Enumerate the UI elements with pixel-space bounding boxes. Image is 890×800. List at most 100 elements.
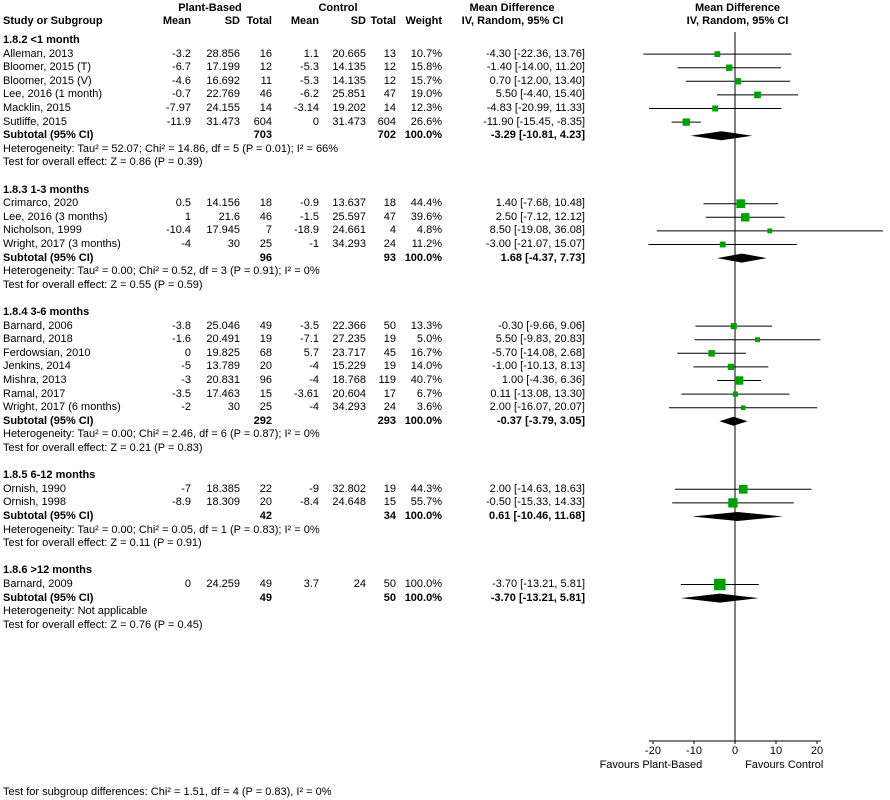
study-weight: 11.2% [411, 238, 442, 250]
pb-mean: 0.5 [175, 197, 191, 210]
col-header-study: Study or Subgroup [3, 15, 103, 27]
study-ci-text: 2.00 [-16.07, 20.07] [489, 401, 585, 414]
c-total: 19 [383, 360, 396, 373]
col-header-c-sd: SD [350, 15, 366, 27]
subtotal-pb-total: 96 [259, 251, 272, 264]
pb-mean: -4.6 [172, 74, 191, 87]
pb-sd: 24.155 [206, 102, 240, 114]
c-total: 4 [389, 224, 396, 237]
subtotal-diamond [690, 131, 753, 141]
study-ci-text: 2.50 [-7.12, 12.12] [495, 210, 585, 223]
c-total: 18 [383, 197, 396, 210]
c-sd: 25.851 [332, 88, 366, 101]
col-header-ci-plot: IV, Random, 95% CI [686, 15, 789, 27]
c-total: 50 [383, 319, 396, 332]
pb-sd: 16.692 [206, 74, 240, 87]
c-mean: 5.7 [303, 346, 319, 359]
c-mean: -3.5 [300, 319, 319, 332]
c-sd: 25.597 [332, 210, 366, 223]
pb-sd: 20.491 [206, 333, 240, 346]
c-sd: 15.229 [332, 360, 366, 373]
c-mean: -7.1 [300, 333, 319, 346]
pb-total: 20 [259, 360, 272, 373]
pb-sd: 19.825 [206, 346, 240, 359]
subtotal-pb-total: 42 [259, 510, 272, 522]
study-name: Macklin, 2015 [3, 102, 71, 114]
overall-effect-text: Test for overall effect: Z = 0.86 (P = 0… [3, 156, 203, 169]
c-total: 45 [383, 346, 396, 359]
pb-total: 46 [259, 88, 272, 101]
study-weight: 39.6% [410, 210, 442, 223]
study-marker [736, 199, 746, 209]
pb-sd: 17.945 [206, 224, 240, 237]
subtotal-pb-total: 703 [253, 129, 272, 142]
heterogeneity-text: Heterogeneity: Tau² = 0.00; Chi² = 0.52,… [3, 265, 320, 278]
pb-mean: -3 [181, 374, 191, 386]
pb-mean: -6.7 [172, 61, 191, 74]
c-mean: -5.3 [300, 61, 319, 74]
study-name: Bloomer, 2015 (V) [3, 74, 92, 87]
c-mean: -3.61 [293, 387, 319, 400]
pb-mean: -3.8 [172, 319, 191, 332]
study-marker [734, 376, 744, 385]
pb-total: 49 [259, 578, 272, 590]
c-mean: -1.5 [300, 210, 319, 223]
study-ci-text: -0.50 [-15.33, 14.33] [485, 496, 585, 509]
subtotal-weight: 100.0% [404, 591, 442, 604]
pb-total: 15 [259, 387, 272, 400]
pb-mean: -4 [181, 238, 191, 250]
study-marker [727, 363, 734, 370]
study-marker [728, 498, 738, 508]
c-total: 14 [383, 102, 396, 114]
heterogeneity-text: Heterogeneity: Tau² = 0.00; Chi² = 2.46,… [3, 428, 320, 441]
c-total: 24 [383, 401, 396, 414]
c-mean: -9 [309, 482, 319, 495]
c-mean: 3.7 [303, 578, 319, 590]
pb-total: 12 [259, 61, 272, 74]
pb-total: 18 [259, 197, 272, 210]
subgroup-label: 1.8.6 >12 months [3, 564, 92, 577]
pb-sd: 31.473 [206, 115, 240, 128]
c-total: 15 [383, 496, 396, 509]
study-marker [726, 64, 733, 71]
study-ci-text: 0.11 [-13.08, 13.30] [490, 387, 585, 400]
study-name: Barnard, 2018 [3, 333, 73, 346]
study-name: Lee, 2016 (1 month) [3, 88, 103, 101]
study-weight: 13.3% [410, 319, 442, 332]
study-weight: 5.0% [416, 333, 442, 346]
pb-sd: 17.463 [206, 387, 240, 400]
subtotal-ci-text: -3.70 [-13.21, 5.81] [490, 591, 585, 604]
pb-total: 96 [259, 374, 272, 386]
pb-mean: -1.6 [172, 333, 191, 346]
pb-total: 25 [259, 401, 272, 414]
c-mean: -1 [309, 238, 319, 250]
study-ci-text: 1.40 [-7.68, 10.48] [495, 197, 585, 210]
pb-total: 19 [259, 333, 272, 346]
col-header-pb-mean: Mean [162, 15, 191, 27]
control-group-header: Control [318, 2, 358, 14]
study-marker [682, 118, 690, 126]
study-ci-text: -4.30 [-22.36, 13.76] [485, 47, 585, 60]
pb-mean: 0 [184, 346, 191, 359]
c-sd: 31.473 [332, 115, 366, 128]
pb-total: 68 [259, 346, 272, 359]
subtotal-label: Subtotal (95% CI) [3, 591, 94, 604]
c-mean: -4 [309, 360, 319, 373]
overall-effect-text: Test for overall effect: Z = 0.21 (P = 0… [3, 442, 203, 454]
pb-mean: -7 [181, 482, 191, 495]
c-sd: 34.293 [332, 401, 366, 414]
c-sd: 20.604 [332, 387, 366, 400]
pb-sd: 20.831 [206, 374, 240, 386]
pb-mean: -0.7 [172, 88, 191, 101]
c-total: 50 [383, 578, 396, 590]
pb-sd: 22.769 [206, 88, 240, 101]
study-ci-text: 5.50 [-9.83, 20.83] [495, 333, 585, 346]
pb-total: 22 [259, 482, 272, 495]
study-name: Barnard, 2006 [3, 319, 73, 332]
overall-effect-text: Test for overall effect: Z = 0.76 (P = 0… [3, 618, 203, 631]
pb-total: 14 [259, 102, 272, 114]
c-mean: -0.9 [300, 197, 319, 210]
col-header-pb-sd: SD [224, 15, 240, 27]
favours-right-label: Favours Control [745, 759, 823, 771]
subtotal-diamond [692, 512, 783, 521]
